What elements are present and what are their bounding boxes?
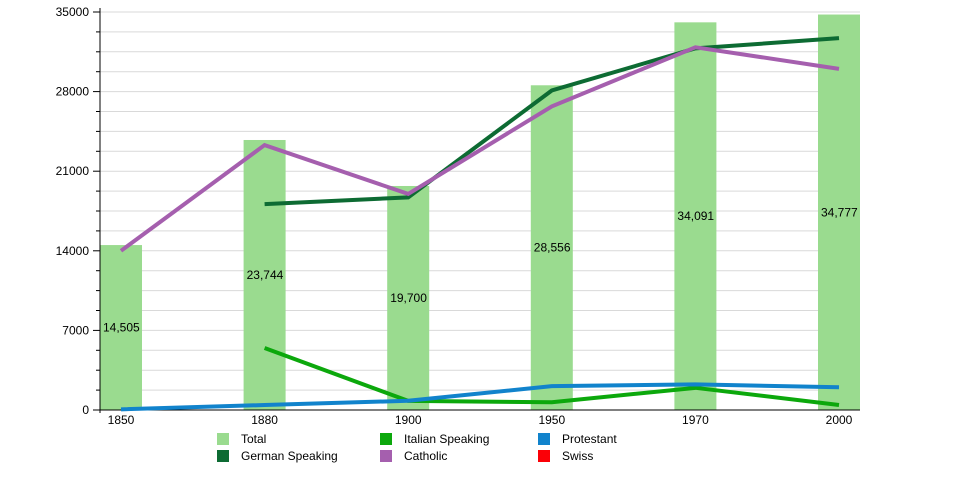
total-bar — [818, 14, 860, 411]
total-bar — [243, 139, 286, 410]
bar-value-label: 34,777 — [821, 205, 858, 219]
y-axis-label: 7000 — [62, 323, 89, 337]
y-axis-label: 28000 — [56, 85, 90, 99]
bar-value-label: 28,556 — [534, 241, 571, 255]
x-axis-label: 1900 — [395, 413, 422, 427]
bar-value-label: 23,744 — [247, 268, 284, 282]
german-speaking-line — [264, 36, 840, 207]
y-axis-label: 14000 — [56, 244, 90, 258]
total-bar — [100, 245, 142, 410]
catholic-line — [119, 45, 840, 253]
italian-speaking-line — [263, 346, 840, 407]
bar-value-label: 19,700 — [390, 291, 427, 305]
total-bar — [674, 22, 717, 410]
bar-value-label: 34,091 — [677, 209, 714, 223]
y-axis-label: 0 — [82, 403, 89, 417]
protestant-line — [120, 382, 840, 412]
bar-value-label: 14,505 — [103, 321, 140, 335]
x-axis-label: 1850 — [108, 413, 135, 427]
x-axis-label: 1970 — [682, 413, 709, 427]
x-axis-label: 1950 — [538, 413, 565, 427]
y-axis-label: 21000 — [56, 164, 90, 178]
y-axis-label: 35000 — [56, 5, 90, 19]
x-axis-label: 2000 — [826, 413, 853, 427]
x-axis-label: 1880 — [251, 413, 278, 427]
total-bar — [387, 185, 430, 410]
total-bar — [530, 85, 573, 410]
